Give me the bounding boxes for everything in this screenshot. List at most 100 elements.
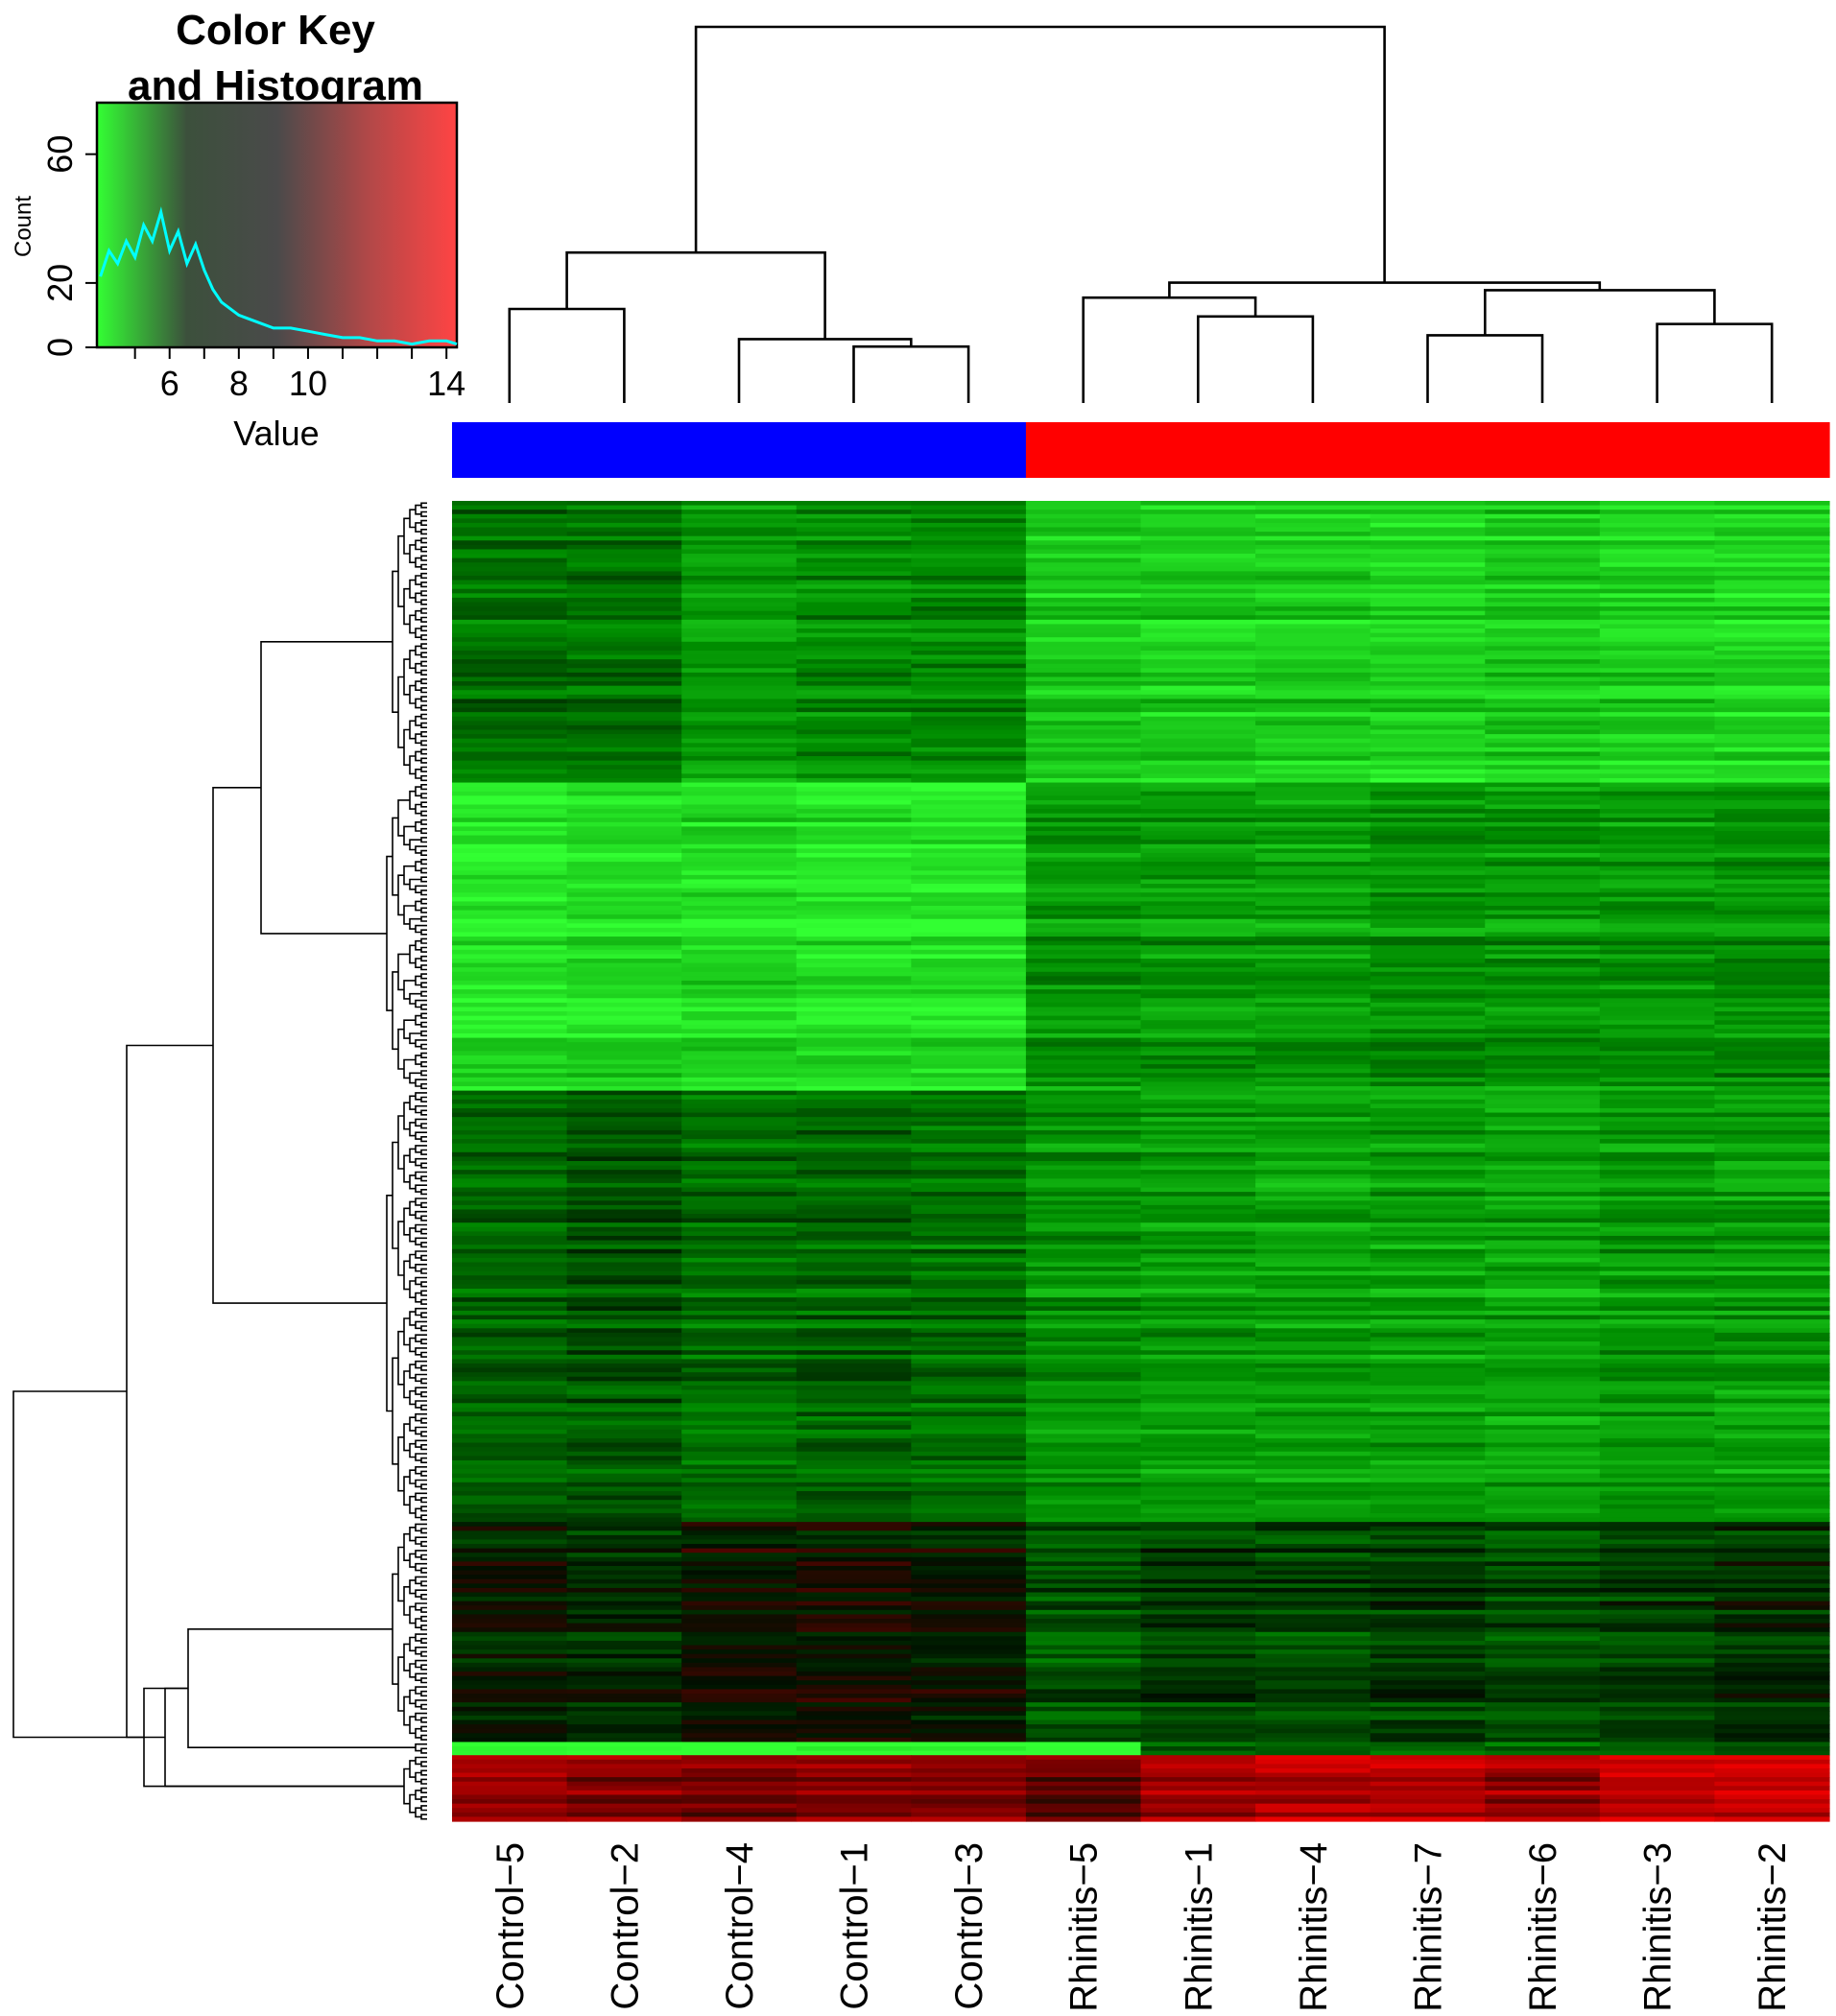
heatmap-cell — [1370, 1267, 1486, 1272]
heatmap-cell — [566, 707, 682, 713]
heatmap-cell — [566, 1530, 682, 1536]
heatmap-cell — [1714, 971, 1830, 977]
heatmap-cell — [1714, 1354, 1830, 1360]
heatmap-cell — [1485, 1464, 1601, 1470]
heatmap-cell — [1255, 1522, 1371, 1528]
heatmap-cell — [1140, 629, 1256, 634]
heatmap-cell — [1370, 1473, 1486, 1479]
heatmap-cell — [1025, 1720, 1142, 1725]
heatmap-cell — [796, 1675, 912, 1681]
heatmap-cell — [681, 1605, 798, 1611]
heatmap-cell — [796, 866, 912, 871]
heatmap-cell — [796, 1790, 912, 1796]
heatmap-cell — [1370, 1218, 1486, 1223]
heatmap-cell — [1714, 993, 1830, 999]
heatmap-cell — [1370, 1781, 1486, 1787]
heatmap-cell — [1140, 1341, 1256, 1347]
heatmap-cell — [1255, 1750, 1371, 1756]
heatmap-cell — [1025, 989, 1142, 995]
heatmap-cell — [796, 905, 912, 912]
heatmap-cell — [1140, 1680, 1256, 1686]
row-dendrogram-link — [415, 1618, 421, 1628]
heatmap-cell — [681, 989, 798, 995]
heatmap-cell — [1714, 795, 1830, 801]
row-dendrogram-link — [415, 769, 421, 779]
heatmap-cell — [1025, 1077, 1142, 1083]
heatmap-cell — [1714, 1007, 1830, 1012]
row-dendrogram-link — [420, 1109, 427, 1116]
heatmap-cell — [911, 910, 1027, 915]
heatmap-cell — [1025, 1706, 1142, 1712]
heatmap-cell — [1599, 1359, 1716, 1364]
heatmap-cell — [1255, 1578, 1371, 1584]
heatmap-cell — [1599, 1434, 1716, 1439]
heatmap-cell — [1255, 1151, 1371, 1158]
heatmap-cell — [1140, 1267, 1256, 1272]
heatmap-cell — [1599, 1816, 1716, 1822]
heatmap-cell — [1140, 1746, 1256, 1752]
heatmap-cell — [452, 927, 568, 934]
heatmap-cell — [452, 1733, 568, 1739]
heatmap-cell — [1140, 1790, 1256, 1796]
row-dendrogram-link — [420, 616, 427, 623]
heatmap-cell — [1714, 676, 1830, 682]
heatmap-cell — [911, 1196, 1027, 1201]
heatmap-cell — [1140, 1024, 1256, 1030]
heatmap-cell — [566, 1270, 682, 1276]
heatmap-cell — [1599, 1561, 1716, 1567]
heatmap-cell — [796, 1328, 912, 1334]
heatmap-cell — [1140, 544, 1256, 551]
heatmap-cell — [1714, 927, 1830, 934]
heatmap-cell — [796, 1293, 912, 1298]
heatmap-cell — [1025, 884, 1142, 889]
heatmap-cell — [796, 1742, 912, 1747]
heatmap-cell — [681, 672, 798, 678]
heatmap-cell — [566, 1248, 682, 1254]
heatmap-cell — [1370, 937, 1486, 942]
heatmap-cell — [1025, 1737, 1142, 1743]
heatmap-cell — [1255, 1245, 1371, 1250]
heatmap-cell — [566, 1381, 682, 1387]
heatmap-cell — [1025, 1645, 1142, 1650]
key-x-tick-label: 8 — [229, 364, 249, 403]
row-dendrogram-link — [420, 784, 427, 791]
heatmap-cell — [911, 1662, 1027, 1669]
heatmap-cell — [1370, 1746, 1486, 1752]
heatmap-cell — [796, 1376, 912, 1382]
heatmap-cell — [566, 914, 682, 920]
heatmap-cell — [452, 1517, 568, 1523]
heatmap-cell — [1599, 1385, 1716, 1391]
heatmap-cell — [452, 1759, 568, 1765]
heatmap-cell — [1599, 1182, 1716, 1189]
heatmap-cell — [1485, 1196, 1601, 1201]
heatmap-cell — [1255, 1583, 1371, 1589]
heatmap-cell — [1140, 1451, 1256, 1457]
heatmap-cell — [566, 1482, 682, 1488]
heatmap-cell — [1255, 813, 1371, 818]
heatmap-cell — [1599, 1504, 1716, 1509]
heatmap-cell — [681, 1781, 798, 1787]
heatmap-cell — [1599, 1403, 1716, 1409]
heatmap-cell — [796, 874, 912, 881]
heatmap-cell — [1485, 843, 1601, 849]
heatmap-cell — [1025, 557, 1142, 563]
heatmap-cell — [452, 575, 568, 581]
heatmap-cell — [1714, 597, 1830, 604]
heatmap-cell — [1714, 1248, 1830, 1254]
heatmap-cell — [566, 1706, 682, 1712]
heatmap-cell — [566, 1257, 682, 1264]
heatmap-cell — [1255, 777, 1371, 784]
heatmap-cell — [681, 1720, 798, 1725]
heatmap-cell — [681, 1218, 798, 1223]
heatmap-cell — [1140, 690, 1256, 696]
heatmap-cell — [796, 1055, 912, 1061]
heatmap-cell — [1025, 1442, 1142, 1448]
heatmap-cell — [1599, 910, 1716, 915]
heatmap-cell — [681, 1534, 798, 1541]
heatmap-cell — [1255, 1192, 1371, 1198]
heatmap-cell — [1370, 1253, 1486, 1259]
heatmap-cell — [911, 1812, 1027, 1818]
heatmap-cell — [1140, 1649, 1256, 1655]
heatmap-cell — [566, 787, 682, 793]
heatmap-cell — [1025, 584, 1142, 590]
